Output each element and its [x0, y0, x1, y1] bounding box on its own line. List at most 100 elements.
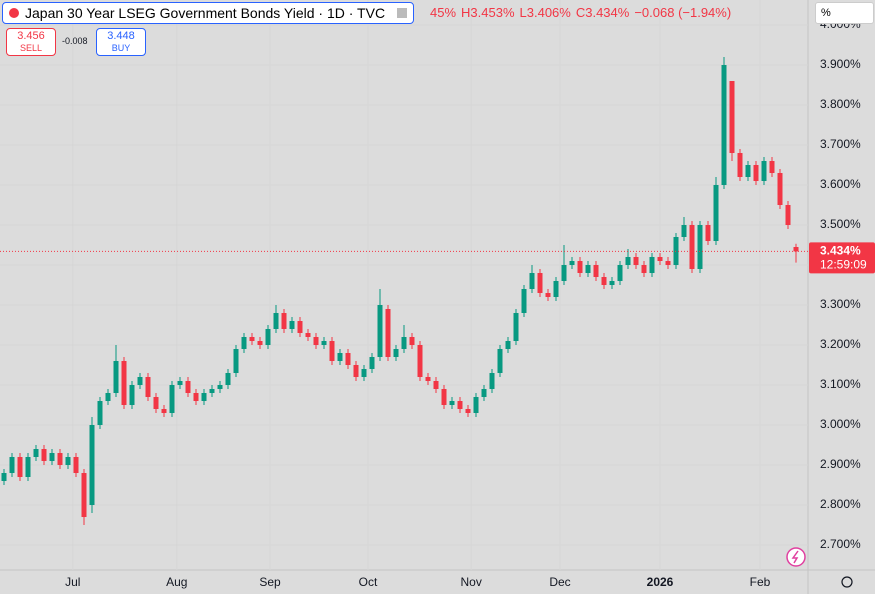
title-text: Japan 30 Year LSEG Government Bonds Yiel… — [25, 5, 386, 21]
candle-body — [241, 337, 247, 349]
candle-body — [193, 393, 199, 401]
y-tick-label: 3.100% — [820, 377, 861, 391]
candle-body — [705, 225, 711, 241]
candle-body — [313, 337, 319, 345]
candle-body — [497, 349, 503, 373]
candle-body — [569, 261, 575, 265]
x-tick-label: Jul — [65, 575, 80, 589]
candle-body — [41, 449, 47, 461]
candle-body — [65, 457, 71, 465]
candle-body — [329, 341, 335, 361]
candle-body — [513, 313, 519, 341]
candle-body — [545, 293, 551, 297]
candle-body — [209, 389, 215, 393]
flag-icon — [9, 8, 19, 18]
settings-icon[interactable] — [841, 576, 853, 588]
ohlc-item: C3.434% — [575, 5, 630, 20]
symbol-title[interactable]: Japan 30 Year LSEG Government Bonds Yiel… — [2, 2, 414, 24]
flag-button[interactable] — [396, 8, 407, 18]
candle-body — [521, 289, 527, 313]
ohlc-item: −0.068 (−1.94%) — [634, 5, 732, 20]
candle-body — [25, 457, 31, 477]
candle-body — [169, 385, 175, 413]
candle-body — [761, 161, 767, 181]
alert-icon[interactable] — [786, 547, 806, 567]
x-tick-label: Sep — [259, 575, 281, 589]
sell-button[interactable]: 3.456 SELL — [6, 28, 56, 56]
y-tick-label: 2.800% — [820, 497, 861, 511]
candle-body — [689, 225, 695, 269]
countdown-label: 12:59:09 — [820, 258, 867, 272]
candle-body — [593, 265, 599, 277]
candle-body — [553, 281, 559, 297]
candle-body — [473, 397, 479, 413]
candle-body — [137, 377, 143, 385]
alert-bolt — [791, 550, 799, 564]
scale-button[interactable]: % — [815, 2, 874, 24]
candle-body — [153, 397, 159, 409]
y-tick-label: 3.600% — [820, 177, 861, 191]
candle-body — [9, 457, 15, 473]
y-tick-label: 3.300% — [820, 297, 861, 311]
candle-body — [657, 257, 663, 261]
candle-body — [49, 453, 55, 461]
candle-body — [585, 265, 591, 273]
ohlc-item: H3.453% — [461, 5, 515, 20]
candle-body — [641, 265, 647, 273]
y-tick-label: 3.800% — [820, 97, 861, 111]
last-price-label: 3.434% — [820, 244, 861, 258]
candle-body — [129, 385, 135, 405]
candle-body — [785, 205, 791, 225]
candle-body — [681, 225, 687, 237]
candle-body — [377, 305, 383, 357]
candle-body — [481, 389, 487, 397]
candle-body — [201, 393, 207, 401]
candle-body — [465, 409, 471, 413]
candle-body — [33, 449, 39, 457]
candle-body — [81, 473, 87, 517]
candle-body — [273, 313, 279, 329]
candle-body — [417, 345, 423, 377]
last-price-box — [809, 242, 875, 274]
ohlc-item: L3.406% — [519, 5, 571, 20]
candle-body — [577, 261, 583, 273]
candle-body — [217, 385, 223, 389]
candle-body — [361, 369, 367, 377]
candle-body — [737, 153, 743, 177]
buy-price: 3.448 — [107, 30, 135, 42]
candle-body — [97, 401, 103, 425]
candle-body — [633, 257, 639, 265]
candle-body — [145, 377, 151, 397]
y-tick-label: 3.900% — [820, 57, 861, 71]
buy-button[interactable]: 3.448 BUY — [96, 28, 146, 56]
candle-body — [113, 361, 119, 393]
x-tick-label: 2026 — [647, 575, 674, 589]
x-tick-label: Aug — [166, 575, 187, 589]
candle-body — [385, 309, 391, 357]
candle-body — [625, 257, 631, 265]
buy-label: BUY — [111, 43, 131, 53]
candle-body — [489, 373, 495, 389]
candle-body — [345, 353, 351, 365]
candle-body — [105, 393, 111, 401]
ohlc-legend: 45% H3.453% L3.406% C3.434% −0.068 (−1.94%) — [430, 5, 736, 20]
candle-body — [409, 337, 415, 345]
y-tick-label: 3.200% — [820, 337, 861, 351]
candle-body — [441, 389, 447, 405]
x-tick-label: Oct — [359, 575, 378, 589]
candle-body — [561, 265, 567, 281]
candle-body — [369, 357, 375, 369]
candle-body — [353, 365, 359, 377]
candle-body — [769, 161, 775, 173]
sell-price: 3.456 — [17, 30, 45, 42]
candle-body — [233, 349, 239, 373]
candle-body — [713, 185, 719, 241]
candle-body — [529, 273, 535, 289]
y-tick-label: 2.900% — [820, 457, 861, 471]
candle-body — [793, 247, 799, 252]
candle-body — [745, 165, 751, 177]
candle-body — [753, 165, 759, 181]
candle-body — [225, 373, 231, 385]
